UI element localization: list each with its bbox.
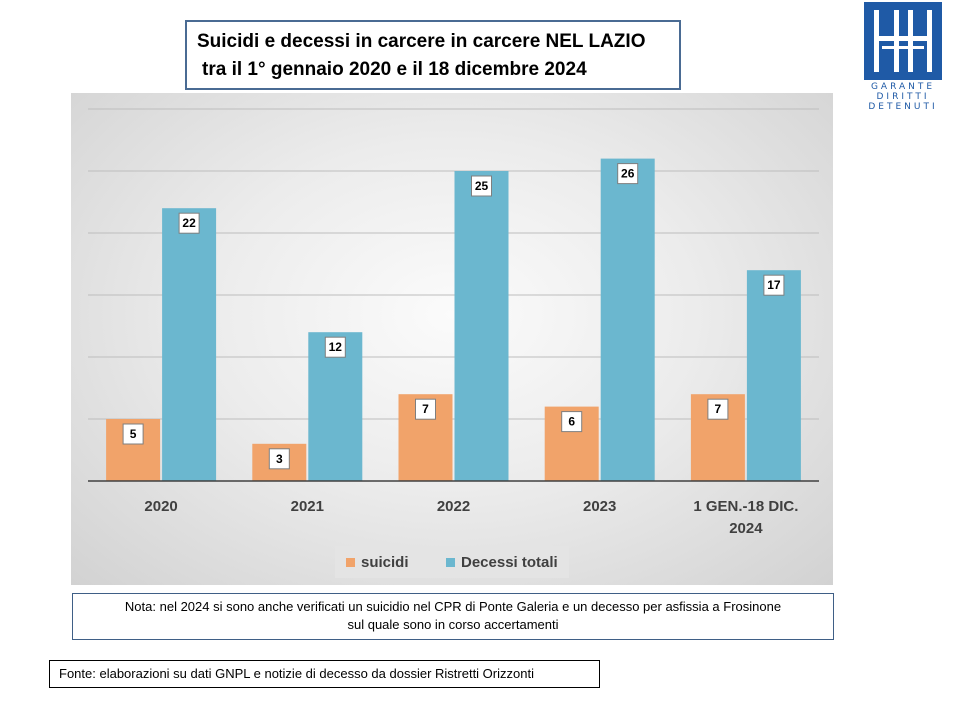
chart-title-line-2: tra il 1° gennaio 2020 e il 18 dicembre … <box>202 59 587 80</box>
data-label: 7 <box>715 402 722 416</box>
chart-title-box: Suicidi e decessi in carcere in carcere … <box>185 20 681 90</box>
data-label: 7 <box>422 402 429 416</box>
x-tick-label: 2022 <box>437 498 470 515</box>
data-label-box <box>268 448 290 470</box>
data-label-box <box>415 398 436 420</box>
legend-swatch <box>446 558 455 567</box>
data-label-box <box>561 411 583 433</box>
data-label-box <box>471 175 492 197</box>
legend-label: Decessi totali <box>461 554 558 571</box>
data-label: 22 <box>182 216 196 230</box>
x-tick-label: 2020 <box>144 498 177 515</box>
data-label: 6 <box>568 415 575 429</box>
garante-logo-text-3: DETENUTI <box>868 102 938 112</box>
x-tick-label: 2024 <box>729 520 763 537</box>
bar-decessi-totali <box>454 171 509 481</box>
garante-logo-text-1: GARANTE <box>870 82 936 92</box>
note-box: Nota: nel 2024 si sono anche verificati … <box>72 593 834 640</box>
data-label: 26 <box>621 167 635 181</box>
chart-title-line-1: Suicidi e decessi in carcere in carcere … <box>197 31 646 52</box>
garante-logo-mark <box>864 2 942 80</box>
note-line-2: sul quale sono in corso accertamenti <box>347 617 559 632</box>
bar-decessi-totali <box>600 158 655 481</box>
data-label-box <box>617 163 639 185</box>
data-label: 12 <box>329 340 343 354</box>
bar-chart: 5 3 7 6 7 22 12 25 26 17 2020 2021 2022 2023 1 GEN.-18… <box>88 108 819 578</box>
data-label: 17 <box>767 278 781 292</box>
chart-area: 5 3 7 6 7 22 12 25 26 17 2020 2021 2022 2023 1 GEN.-18… <box>71 93 833 585</box>
data-label: 5 <box>130 427 137 441</box>
data-label-box <box>122 423 144 445</box>
legend-label: suicidi <box>361 554 409 571</box>
data-label: 25 <box>475 179 489 193</box>
data-label-box <box>178 212 200 234</box>
garante-logo: GARANTE DIRITTI DETENUTI <box>864 2 942 114</box>
garante-logo-text-2: DIRITTI <box>876 92 930 102</box>
bar-decessi-totali <box>162 208 217 481</box>
data-label-box <box>324 336 346 358</box>
legend-swatch <box>346 558 355 567</box>
data-label-box <box>763 274 785 296</box>
note-line-1: Nota: nel 2024 si sono anche verificati … <box>124 599 782 614</box>
x-tick-label: 2023 <box>583 498 616 515</box>
x-tick-label: 1 GEN.-18 DIC. <box>693 498 798 515</box>
data-label: 3 <box>276 452 283 466</box>
data-label-box <box>707 398 729 420</box>
bar-decessi-totali <box>746 270 801 481</box>
x-tick-label: 2021 <box>291 498 324 515</box>
source-note: Fonte: elaborazioni su dati GNPL e notiz… <box>49 660 600 688</box>
